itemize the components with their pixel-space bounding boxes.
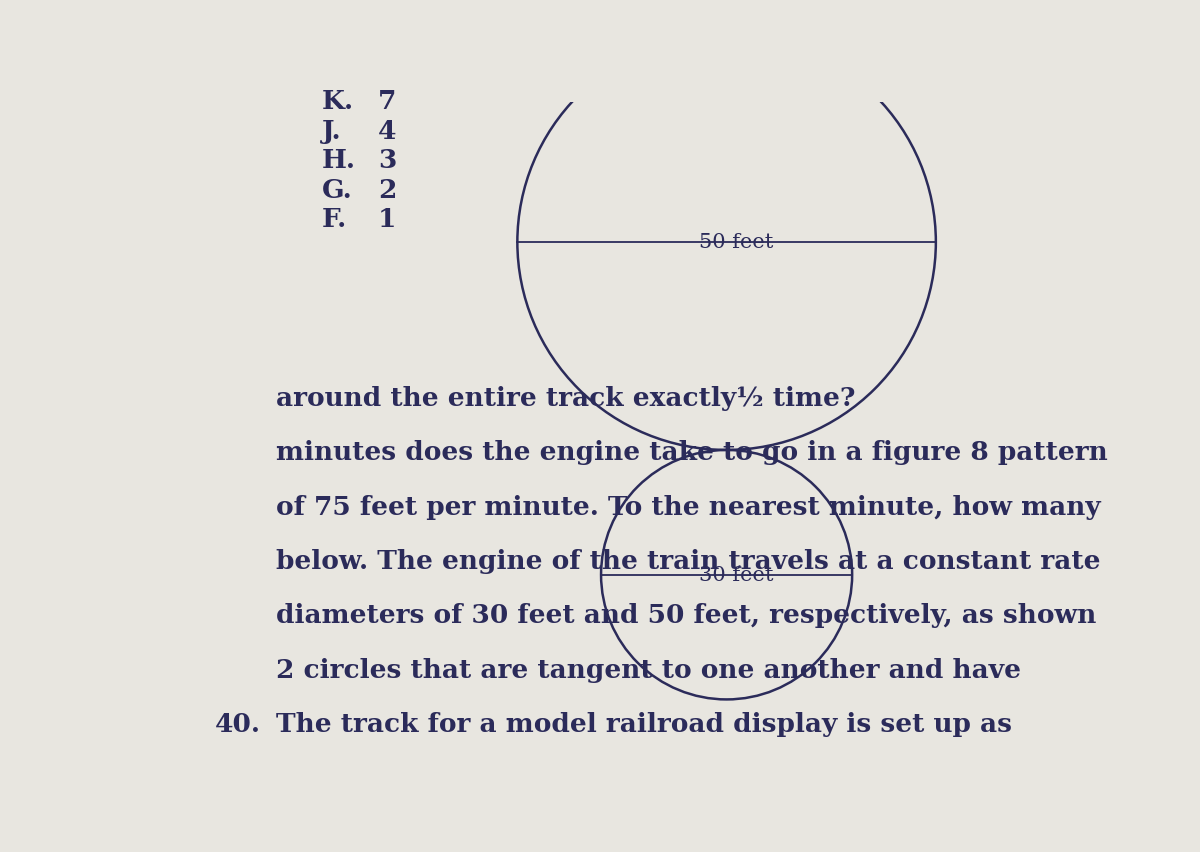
Text: around the entire track exactly½ time?: around the entire track exactly½ time? xyxy=(276,386,854,411)
Text: 2: 2 xyxy=(378,178,396,203)
Text: 7: 7 xyxy=(378,89,396,114)
Text: 40.: 40. xyxy=(215,712,262,737)
Text: G.: G. xyxy=(322,178,353,203)
Text: minutes does the engine take to go in a figure 8 pattern: minutes does the engine take to go in a … xyxy=(276,440,1108,465)
Text: 4: 4 xyxy=(378,118,396,144)
Text: J.: J. xyxy=(322,118,342,144)
Text: F.: F. xyxy=(322,207,347,233)
Text: 2 circles that are tangent to one another and have: 2 circles that are tangent to one anothe… xyxy=(276,658,1020,683)
Text: 30 feet: 30 feet xyxy=(698,566,773,584)
Text: diameters of 30 feet and 50 feet, respectively, as shown: diameters of 30 feet and 50 feet, respec… xyxy=(276,603,1096,629)
Text: 3: 3 xyxy=(378,148,396,173)
Text: 1: 1 xyxy=(378,207,396,233)
Text: 50 feet: 50 feet xyxy=(698,233,773,252)
Text: of 75 feet per minute. To the nearest minute, how many: of 75 feet per minute. To the nearest mi… xyxy=(276,494,1100,520)
Text: K.: K. xyxy=(322,89,354,114)
Text: below. The engine of the train travels at a constant rate: below. The engine of the train travels a… xyxy=(276,549,1100,574)
Text: H.: H. xyxy=(322,148,356,173)
Text: The track for a model railroad display is set up as: The track for a model railroad display i… xyxy=(276,712,1012,737)
